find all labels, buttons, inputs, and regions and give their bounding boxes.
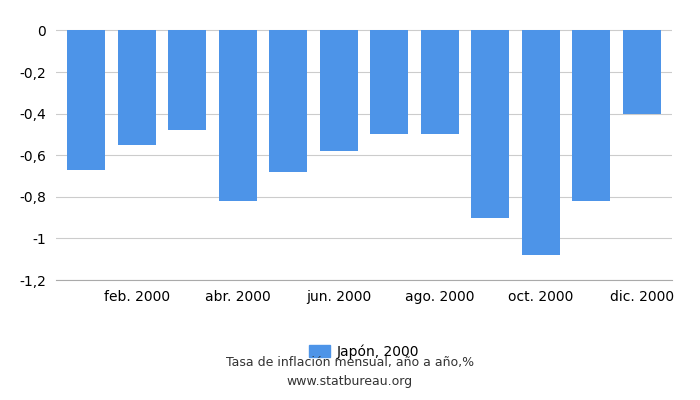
Text: Tasa de inflación mensual, año a año,%
www.statbureau.org: Tasa de inflación mensual, año a año,% w… xyxy=(226,356,474,388)
Bar xyxy=(522,30,560,255)
Bar xyxy=(270,30,307,172)
Bar xyxy=(370,30,408,134)
Legend: Japón, 2000: Japón, 2000 xyxy=(309,344,419,359)
Bar xyxy=(320,30,358,151)
Bar xyxy=(118,30,155,145)
Bar xyxy=(623,30,661,114)
Bar xyxy=(421,30,458,134)
Bar xyxy=(168,30,206,130)
Bar xyxy=(67,30,105,170)
Bar xyxy=(219,30,257,201)
Bar xyxy=(471,30,509,218)
Bar xyxy=(573,30,610,201)
